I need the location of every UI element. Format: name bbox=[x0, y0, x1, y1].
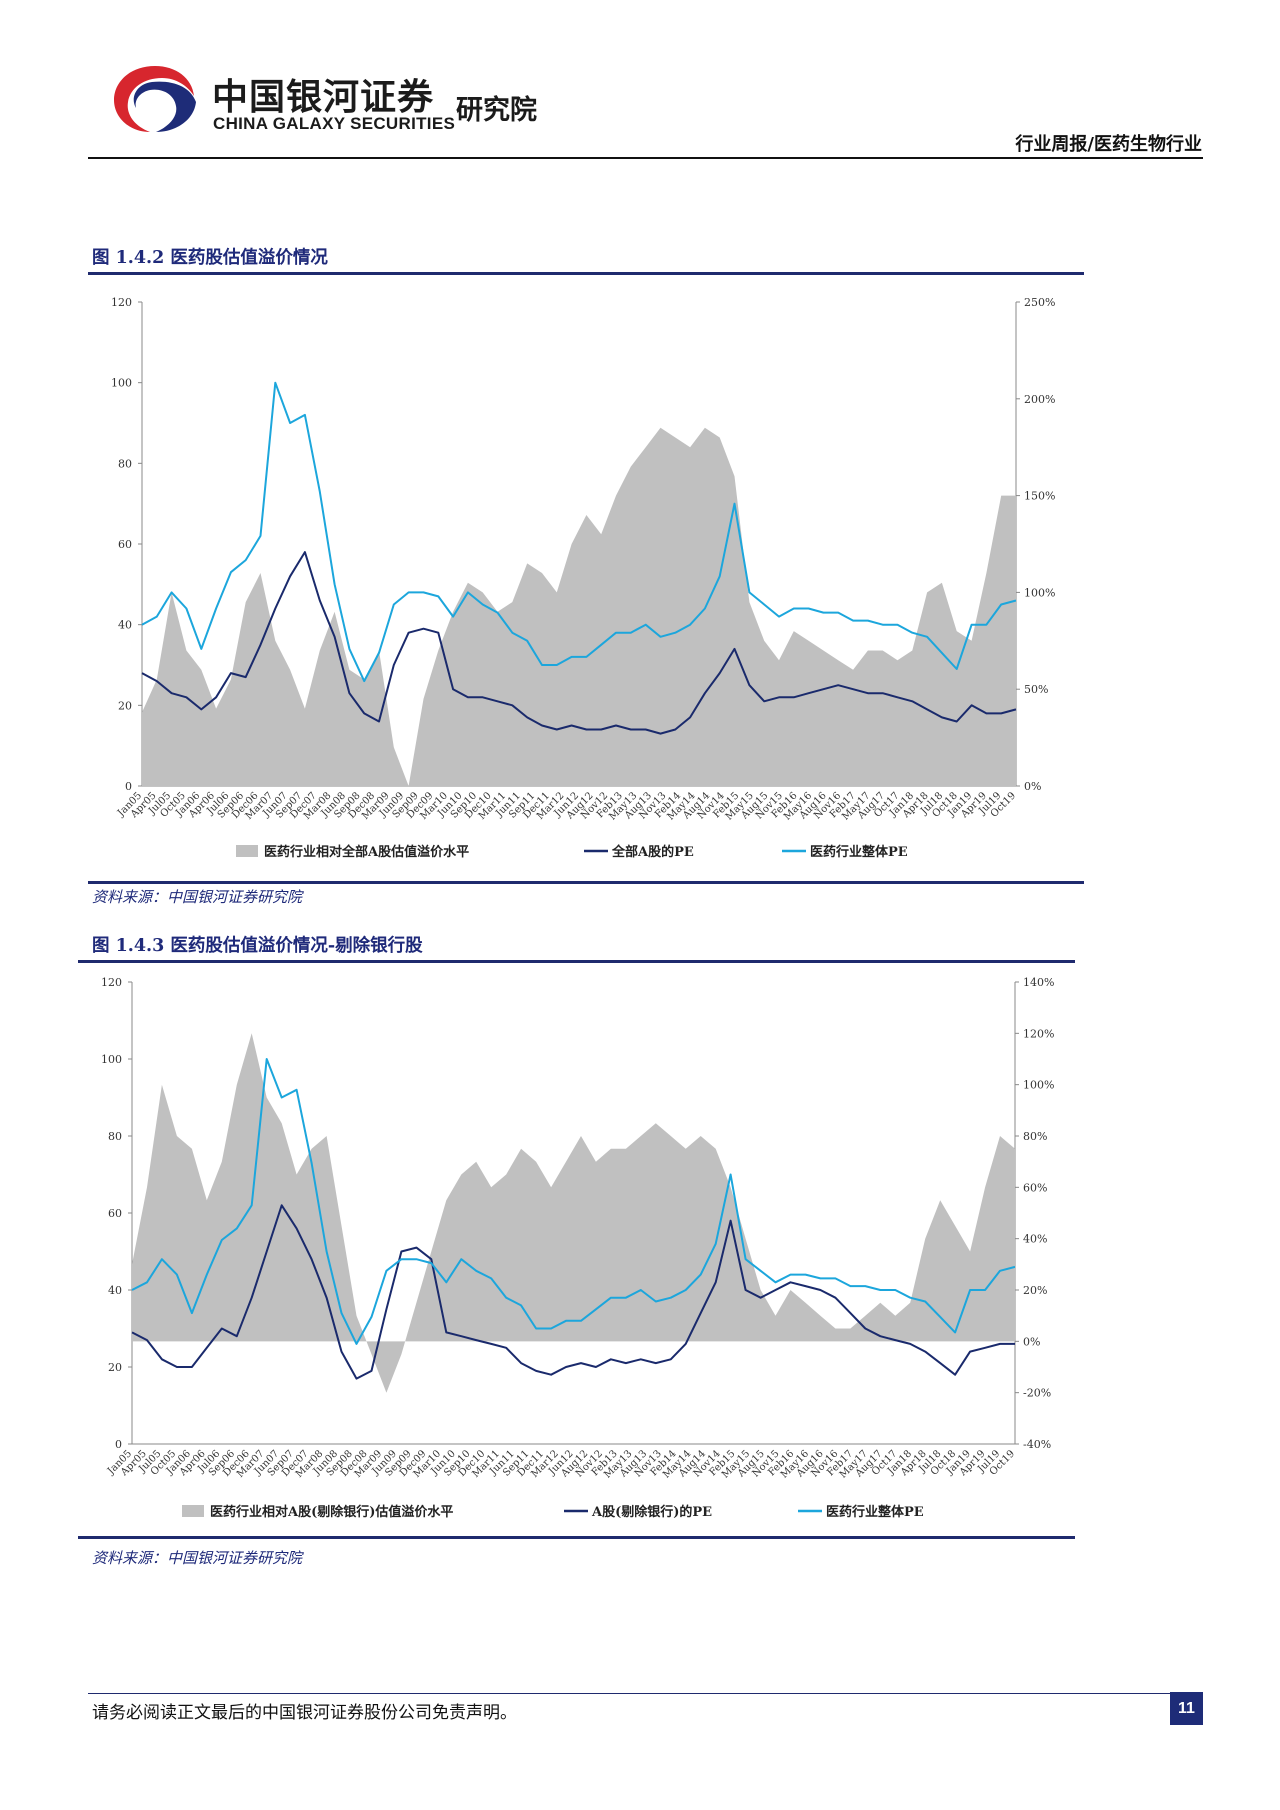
report-category: 行业周报/医药生物行业 bbox=[1015, 134, 1202, 155]
right-tick-label: 0% bbox=[1023, 1335, 1040, 1348]
right-tick-label: 20% bbox=[1023, 1284, 1047, 1297]
left-tick-label: 0 bbox=[115, 1438, 122, 1451]
figure-2-source: 资料来源：中国银河证券研究院 bbox=[92, 1549, 303, 1567]
disclaimer-text: 请务必阅读正文最后的中国银河证券股份公司免责声明。 bbox=[92, 1703, 517, 1723]
left-tick-label: 20 bbox=[108, 1361, 122, 1374]
legend-swatch-area bbox=[236, 845, 258, 857]
pharma-pe-line bbox=[131, 1058, 1016, 1345]
chart-1: 0204060801001200%50%100%150%200%250%Jan0… bbox=[111, 296, 1055, 860]
left-tick-label: 60 bbox=[118, 538, 132, 551]
legend-label: 医药行业整体PE bbox=[826, 1504, 924, 1520]
left-tick-label: 20 bbox=[118, 699, 132, 712]
figure-2-top-rule bbox=[78, 960, 1075, 963]
right-tick-label: -20% bbox=[1023, 1387, 1051, 1400]
chart-legend: 医药行业相对全部A股估值溢价水平 全部A股的PE 医药行业整体PE bbox=[236, 844, 908, 860]
left-tick-label: 100 bbox=[101, 1053, 122, 1066]
figure-1-title: 图 1.4.2 医药股估值溢价情况 bbox=[92, 248, 328, 268]
right-tick-label: 0% bbox=[1024, 780, 1041, 793]
legend-label: 医药行业相对A股(剔除银行)估值溢价水平 bbox=[210, 1504, 453, 1520]
galaxy-logo bbox=[114, 66, 196, 132]
right-tick-label: 140% bbox=[1023, 976, 1054, 989]
chart-2: 0 20 40 60 80 100 120 -40% -20% 0% 20% 40% 60% 80% 100… bbox=[101, 976, 1054, 1520]
figure-1-bottom-rule bbox=[88, 881, 1084, 884]
left-tick-label: 80 bbox=[108, 1130, 122, 1143]
figure-1-top-rule bbox=[88, 272, 1084, 275]
left-tick-label: 120 bbox=[111, 296, 132, 309]
pharma-pe-line bbox=[141, 381, 1017, 683]
right-tick-label: 100% bbox=[1024, 586, 1055, 599]
header-divider bbox=[88, 157, 1203, 159]
figure-1-source: 资料来源：中国银河证券研究院 bbox=[92, 888, 303, 906]
legend-label: A股(剔除银行)的PE bbox=[591, 1504, 712, 1520]
right-tick-label: 50% bbox=[1024, 683, 1048, 696]
left-tick-label: 80 bbox=[118, 457, 132, 470]
market-pe-line bbox=[141, 551, 1017, 735]
left-tick-label: 120 bbox=[101, 976, 122, 989]
right-tick-label: 80% bbox=[1023, 1130, 1047, 1143]
footer-divider bbox=[88, 1693, 1203, 1694]
figure-2-bottom-rule bbox=[78, 1536, 1075, 1539]
left-tick-label: 100 bbox=[111, 377, 132, 390]
right-tick-label: 200% bbox=[1024, 393, 1055, 406]
left-tick-label: 60 bbox=[108, 1207, 122, 1220]
right-tick-label: 120% bbox=[1023, 1027, 1054, 1040]
legend-swatch-area bbox=[182, 1505, 204, 1517]
premium-area bbox=[142, 427, 1016, 786]
legend-label: 医药行业相对全部A股估值溢价水平 bbox=[264, 844, 469, 860]
chart-legend: 医药行业相对A股(剔除银行)估值溢价水平 A股(剔除银行)的PE 医药行业整体PE bbox=[182, 1504, 924, 1520]
page-number: 11 bbox=[1170, 1692, 1203, 1725]
brand-name-en: CHINA GALAXY SECURITIES bbox=[213, 114, 456, 133]
right-tick-label: 40% bbox=[1023, 1233, 1047, 1246]
brand-institute: 研究院 bbox=[456, 95, 537, 126]
right-tick-label: 60% bbox=[1023, 1181, 1047, 1194]
left-tick-label: 40 bbox=[108, 1284, 122, 1297]
right-tick-label: 250% bbox=[1024, 296, 1055, 309]
legend-label: 全部A股的PE bbox=[611, 844, 694, 860]
left-tick-label: 40 bbox=[118, 619, 132, 632]
right-tick-label: 100% bbox=[1023, 1079, 1054, 1092]
right-tick-label: -40% bbox=[1023, 1438, 1051, 1451]
right-tick-label: 150% bbox=[1024, 490, 1055, 503]
figure-2-title: 图 1.4.3 医药股估值溢价情况-剔除银行股 bbox=[92, 936, 423, 956]
legend-label: 医药行业整体PE bbox=[810, 844, 908, 860]
premium-area bbox=[132, 1033, 1015, 1393]
left-tick-label: 0 bbox=[125, 780, 132, 793]
market-pe-line bbox=[131, 1204, 1015, 1380]
brand-name-cn: 中国银河证券 bbox=[212, 77, 435, 118]
